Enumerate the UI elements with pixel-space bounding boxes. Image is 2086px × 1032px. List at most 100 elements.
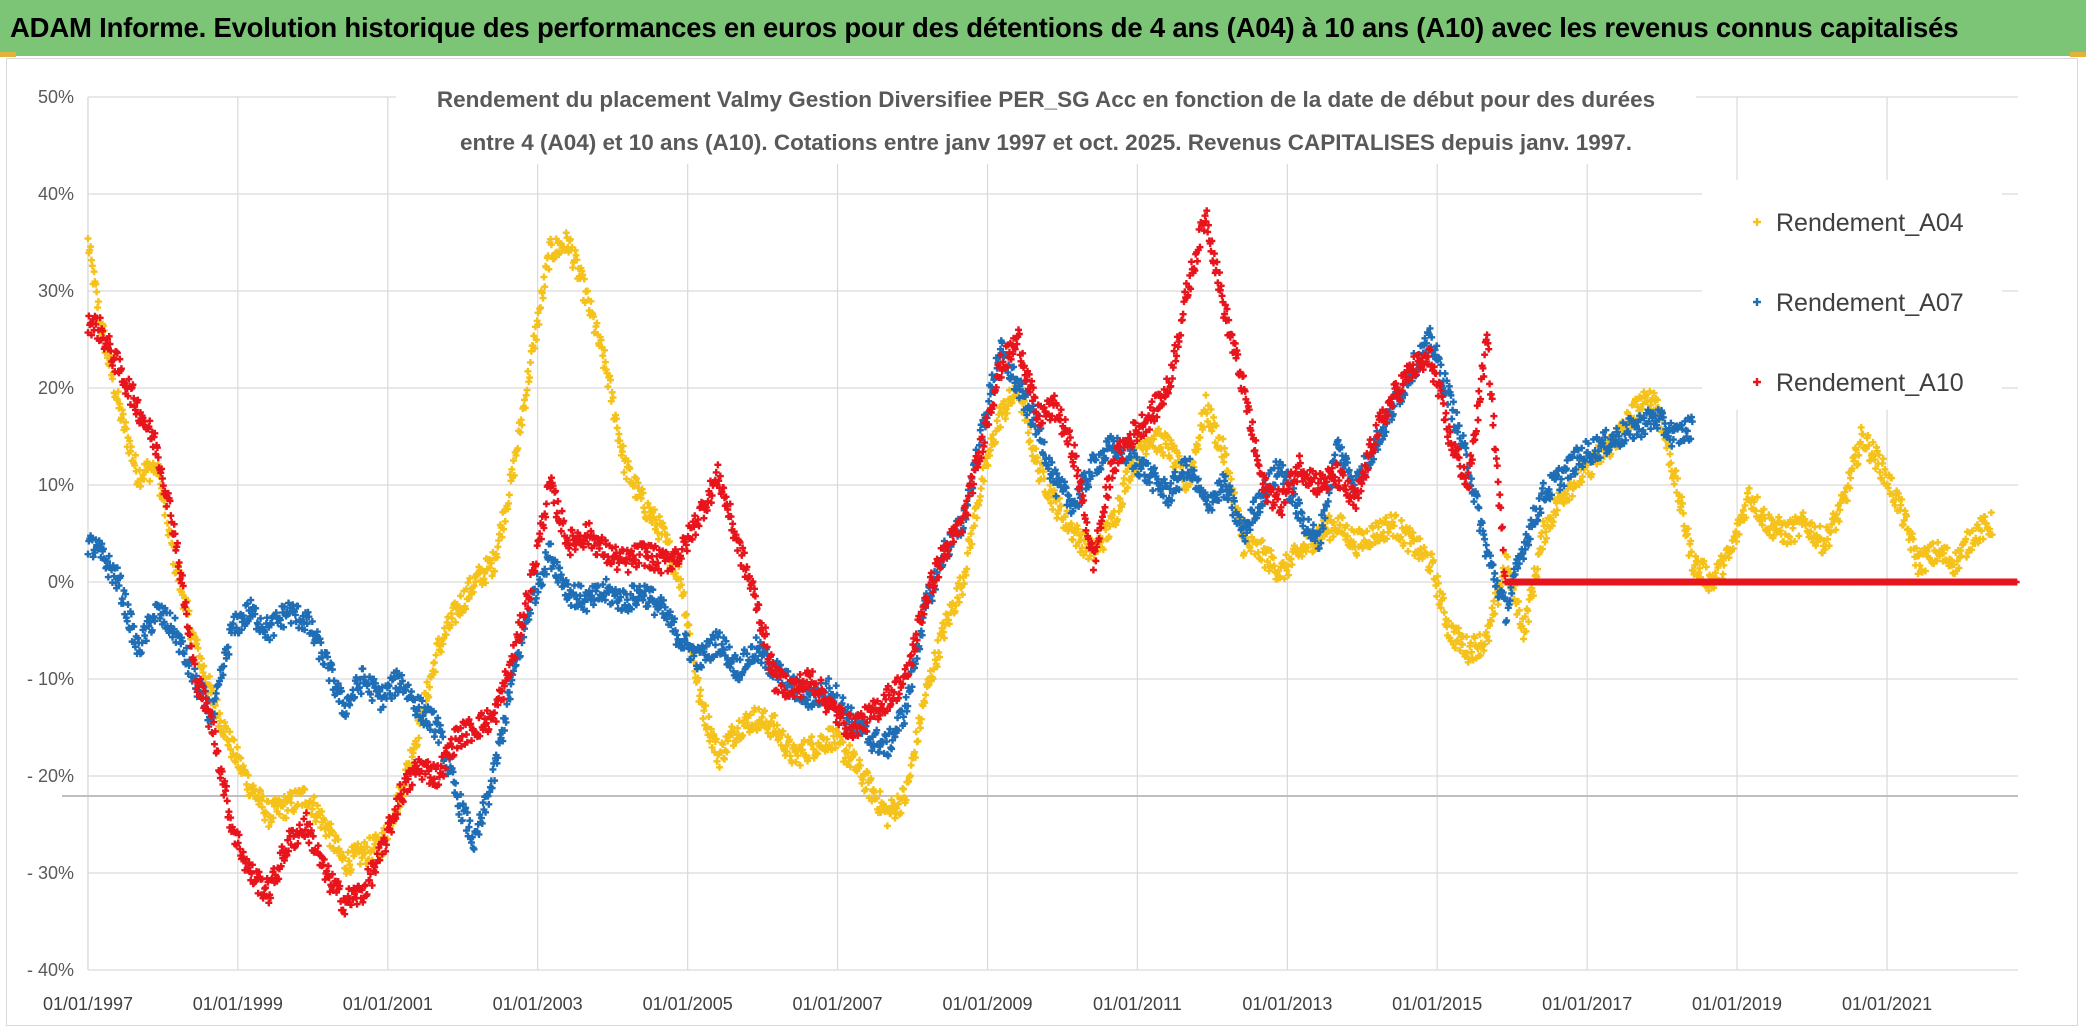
y-tick-label: 40% xyxy=(38,184,74,204)
data-point xyxy=(258,803,266,811)
data-point xyxy=(426,683,434,691)
data-point xyxy=(839,738,847,746)
data-point xyxy=(1666,450,1674,458)
x-tick-label: 01/01/1999 xyxy=(193,994,283,1014)
data-point xyxy=(712,735,720,743)
data-point xyxy=(1202,391,1210,399)
data-point xyxy=(113,396,121,404)
data-point xyxy=(894,800,902,808)
data-point xyxy=(259,792,267,800)
data-point xyxy=(317,824,325,832)
data-point xyxy=(864,769,872,777)
data-point xyxy=(911,754,919,762)
data-point xyxy=(413,741,421,749)
data-point xyxy=(457,592,465,600)
data-point xyxy=(269,814,277,822)
data-point xyxy=(682,610,690,618)
data-point xyxy=(1520,635,1528,643)
data-point xyxy=(308,805,316,813)
data-point xyxy=(993,417,1001,425)
data-point xyxy=(368,696,376,704)
data-point xyxy=(194,644,202,652)
data-point xyxy=(951,607,959,615)
data-point xyxy=(493,553,501,561)
data-point xyxy=(371,840,379,848)
data-point xyxy=(432,651,440,659)
x-tick-label: 01/01/2021 xyxy=(1842,994,1932,1014)
data-point xyxy=(114,388,122,396)
data-point xyxy=(677,581,685,589)
data-point xyxy=(1719,570,1727,578)
data-point xyxy=(723,748,731,756)
data-point xyxy=(902,796,910,804)
data-point xyxy=(462,605,470,613)
data-point xyxy=(361,838,369,846)
data-point xyxy=(146,477,154,485)
data-point xyxy=(940,634,948,642)
x-tick-label: 01/01/2003 xyxy=(493,994,583,1014)
data-point xyxy=(771,711,779,719)
data-point xyxy=(814,750,822,758)
y-tick-label: 50% xyxy=(38,87,74,107)
data-point xyxy=(728,723,736,731)
data-point xyxy=(800,736,808,744)
data-point xyxy=(117,414,125,422)
data-point xyxy=(1987,509,1995,517)
x-axis-tick-labels: 01/01/1997 01/01/1999 01/01/2001 01/01/2003… xyxy=(43,994,1932,1014)
data-point xyxy=(531,344,539,352)
data-point xyxy=(607,397,615,405)
data-point xyxy=(552,235,560,243)
data-point xyxy=(623,475,631,483)
data-point xyxy=(146,417,154,425)
data-point xyxy=(665,537,673,545)
data-point xyxy=(912,728,920,736)
data-point xyxy=(140,475,148,483)
data-point xyxy=(108,375,116,383)
data-point xyxy=(925,681,933,689)
data-point xyxy=(423,678,431,686)
data-point xyxy=(1795,532,1803,540)
y-tick-label: - 30% xyxy=(27,863,74,883)
data-point xyxy=(654,529,662,537)
data-point xyxy=(922,691,930,699)
data-point xyxy=(415,734,423,742)
data-point xyxy=(897,809,905,817)
report-title: ADAM Informe. Evolution historique des p… xyxy=(10,12,1959,43)
data-point xyxy=(893,804,901,812)
data-point xyxy=(136,466,144,474)
data-point xyxy=(127,443,135,451)
data-point xyxy=(604,383,612,391)
data-point xyxy=(116,400,124,408)
data-point xyxy=(705,713,713,721)
data-point xyxy=(1448,415,1456,423)
data-point xyxy=(888,745,896,753)
data-point xyxy=(452,618,460,626)
x-tick-label: 01/01/2011 xyxy=(1093,994,1182,1014)
data-point xyxy=(636,551,644,559)
data-point xyxy=(265,823,273,831)
data-point xyxy=(1441,370,1449,378)
data-point xyxy=(735,717,743,725)
data-point xyxy=(514,444,522,452)
data-point xyxy=(699,715,707,723)
data-point xyxy=(279,802,287,810)
data-point xyxy=(1404,547,1412,555)
data-point xyxy=(340,854,348,862)
data-point xyxy=(606,376,614,384)
data-point xyxy=(237,754,245,762)
data-point xyxy=(646,504,654,512)
data-point xyxy=(498,533,506,541)
data-point xyxy=(540,273,548,281)
data-point xyxy=(715,763,723,771)
data-point xyxy=(318,807,326,815)
data-point xyxy=(796,761,804,769)
data-point xyxy=(488,572,496,580)
data-point xyxy=(464,579,472,587)
data-point xyxy=(359,665,367,673)
data-point xyxy=(601,358,609,366)
data-point xyxy=(524,367,532,375)
data-point xyxy=(356,860,364,868)
data-point xyxy=(535,321,543,329)
data-point xyxy=(845,757,853,765)
y-tick-label: 30% xyxy=(38,281,74,301)
